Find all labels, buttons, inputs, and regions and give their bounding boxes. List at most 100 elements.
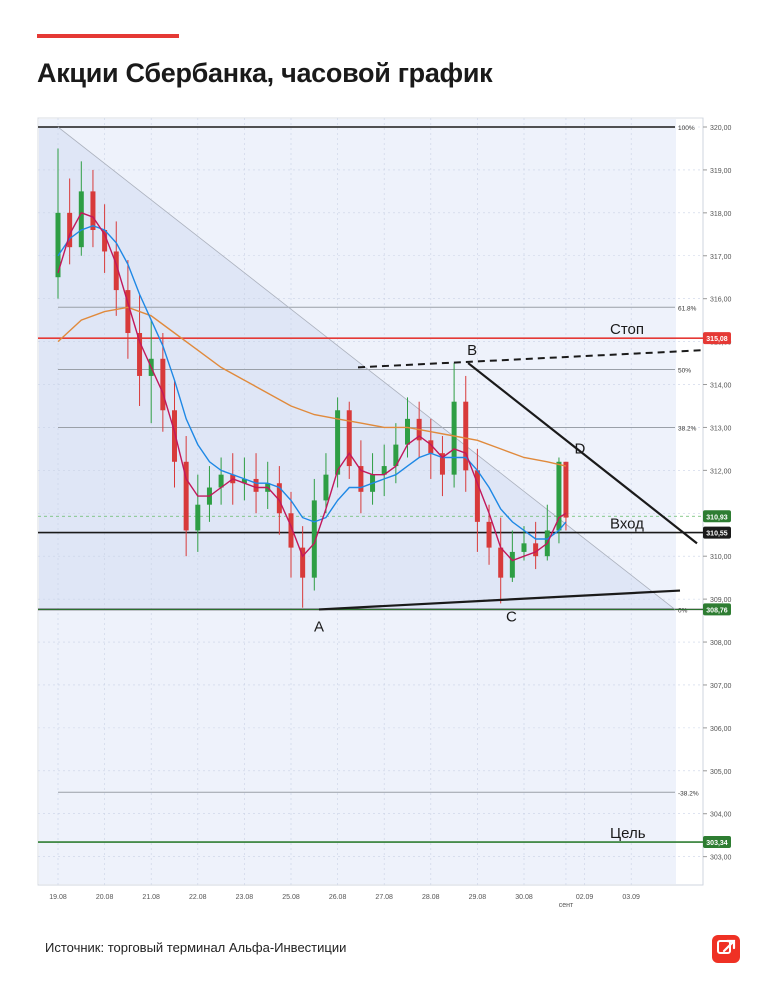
accent-bar (37, 34, 179, 38)
candle-body (463, 401, 469, 471)
candle-body (393, 444, 399, 467)
arrow-up-right-icon (722, 939, 736, 953)
price-tag-bg (703, 332, 731, 345)
y-tick-label: 304,00 (710, 812, 732, 819)
candle-body (90, 191, 96, 231)
level-label: Стоп (610, 321, 644, 338)
candle-body (253, 478, 259, 492)
x-tick-label: 21.08 (142, 894, 160, 901)
candle-body (428, 440, 434, 454)
candle-body (474, 470, 480, 522)
x-tick-label: 27.08 (375, 894, 393, 901)
fib-level-label: 50% (678, 367, 691, 374)
candle-body (172, 410, 177, 462)
candle-body (78, 191, 84, 248)
candle-body (300, 547, 306, 578)
candle-body (125, 290, 131, 334)
price-tag: 310,55 (706, 531, 728, 538)
source-caption: Источник: торговый терминал Альфа-Инвест… (45, 940, 347, 955)
candle-body (137, 333, 143, 376)
ma-slow-line (57, 306, 567, 467)
y-tick-label: 307,00 (710, 683, 732, 690)
candle-body (509, 551, 515, 578)
y-tick-label: 318,00 (710, 211, 732, 218)
fib-level-label: 0% (678, 607, 688, 614)
price-tag: 303,34 (706, 840, 728, 847)
price-tag-zero: 308,76 (706, 607, 728, 614)
candle-body (533, 543, 539, 557)
y-tick-label: 309,00 (710, 597, 732, 604)
x-tick-label: 20.08 (96, 894, 114, 901)
candle-body (556, 461, 562, 531)
candle-body (183, 461, 189, 531)
y-tick-label: 316,00 (710, 297, 732, 304)
candle-body (55, 212, 61, 278)
y-tick-label: 306,00 (710, 726, 732, 733)
candle-body (102, 230, 108, 252)
price-tag: 315,08 (706, 336, 728, 343)
y-tick-label: 308,00 (710, 640, 732, 647)
x-tick-label: 02.09 (576, 894, 594, 901)
x-tick-label: 30.08 (515, 894, 533, 901)
x-tick-label: 03.09 (622, 894, 640, 901)
candle-body (451, 401, 457, 475)
candle-body (311, 500, 317, 578)
price-tag-bg (703, 836, 731, 849)
candle-body (498, 547, 504, 578)
candle-body (439, 453, 445, 475)
x-tick-label: 22.08 (189, 894, 207, 901)
price-tag-zero-bg (703, 603, 731, 616)
candle-body (335, 410, 341, 475)
pattern-point-c: C (506, 608, 517, 625)
y-tick-label: 312,00 (710, 468, 732, 475)
y-tick-label: 319,00 (710, 168, 732, 175)
fib-level-label: 100% (678, 125, 695, 132)
pattern-point-b: B (467, 342, 477, 359)
x-tick-label: 29.08 (469, 894, 487, 901)
x-tick-label: 28.08 (422, 894, 440, 901)
ma-mid-line (57, 224, 567, 540)
candle-body (346, 410, 352, 467)
fib-level-label: 61.8% (678, 305, 697, 312)
price-tag-current-bg (703, 510, 731, 523)
candle-body (358, 466, 364, 492)
support-trendline (318, 589, 681, 611)
chart-title: Акции Сбербанка, часовой график (37, 58, 493, 88)
x-tick-label: 26.08 (329, 894, 347, 901)
pattern-point-d: D (575, 440, 586, 457)
y-tick-label: 310,00 (710, 554, 732, 561)
price-tag-current: 310,93 (706, 514, 728, 521)
candle-body (486, 521, 492, 548)
candle-body (195, 504, 201, 531)
candle-body (405, 418, 410, 445)
candle-body (218, 474, 224, 488)
price-tag-bg (703, 526, 731, 539)
y-tick-label: 313,00 (710, 425, 732, 432)
x-tick-label: 25.08 (282, 894, 300, 901)
fib-diagonal (57, 126, 676, 610)
y-tick-label: 320,00 (710, 125, 732, 132)
dashed-trendline (357, 349, 704, 369)
x-tick-label: 23.08 (236, 894, 254, 901)
fib-level-label: -38.2% (678, 790, 699, 797)
level-label: Вход (610, 516, 644, 533)
candle-body (160, 358, 166, 411)
logo-frame-icon (717, 940, 731, 954)
ma-fast-line (57, 211, 567, 562)
candle-body (113, 251, 119, 291)
candle-body (381, 466, 387, 475)
fib-level-label: 38.2% (678, 425, 697, 432)
y-tick-label: 314,00 (710, 383, 732, 390)
y-tick-label: 305,00 (710, 769, 732, 776)
x-tick-label: 19.08 (49, 894, 67, 901)
y-tick-label: 317,00 (710, 254, 732, 261)
pattern-point-a: A (314, 618, 324, 635)
candle-body (67, 212, 73, 248)
alfa-investments-logo (712, 935, 740, 963)
candle-body (563, 461, 569, 518)
candle-body (241, 478, 247, 484)
x-tick-label: сент (559, 902, 574, 909)
level-label: Цель (610, 825, 646, 842)
candle-body (323, 474, 329, 501)
